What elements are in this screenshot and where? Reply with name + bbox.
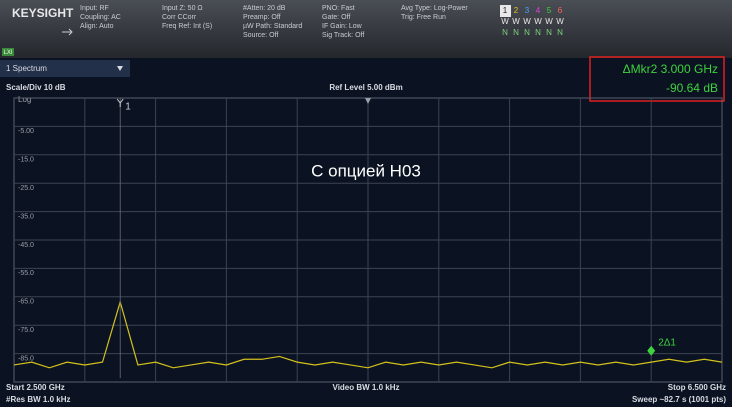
- trace-indicator: 4: [536, 6, 541, 15]
- header-setting: Gate: Off: [322, 14, 350, 21]
- y-tick-label: -85.0: [18, 355, 34, 362]
- ref-level: Ref Level 5.00 dBm: [329, 83, 402, 92]
- scale-div: Scale/Div 10 dB: [6, 83, 66, 92]
- trace-indicator: N: [546, 28, 552, 37]
- window-title: 1 Spectrum: [6, 64, 47, 73]
- y-tick-label: -55.0: [18, 270, 34, 277]
- header-setting: Sig Track: Off: [322, 32, 364, 39]
- header-setting: Preamp: Off: [243, 14, 281, 21]
- trace: [13, 299, 723, 369]
- marker-highlight-box: [589, 56, 725, 102]
- lxi-tag: [2, 48, 14, 56]
- trace-indicator: W: [501, 17, 509, 26]
- trace-indicator: W: [534, 17, 542, 26]
- trace-indicator: N: [502, 28, 508, 37]
- trace-indicator: N: [524, 28, 530, 37]
- header-bar: [0, 0, 732, 58]
- log-label: Log: [18, 95, 31, 104]
- trace-indicator: 6: [558, 6, 563, 15]
- trace-indicator: W: [556, 17, 564, 26]
- y-tick-label: -15.0: [18, 157, 34, 164]
- y-tick-label: -35.0: [18, 213, 34, 220]
- trace-indicator: 5: [547, 6, 552, 15]
- marker-diamond: [647, 345, 656, 356]
- marker-label: 2Δ1: [658, 337, 676, 348]
- trace-indicator: N: [535, 28, 541, 37]
- trace-indicator: 2: [514, 6, 519, 15]
- y-tick-label: -5.00: [18, 128, 34, 135]
- marker-label: 1: [125, 102, 131, 113]
- lxi-text: LXI: [3, 50, 12, 56]
- header-setting: #Atten: 20 dB: [243, 5, 286, 12]
- tab-dropdown: [117, 66, 123, 71]
- marker-delta-freq: ΔMkr2 3.000 GHz: [623, 62, 718, 76]
- sweep: Sweep ~82.7 s (1001 pts): [632, 395, 726, 404]
- header-setting: Input: RF: [80, 5, 109, 12]
- res-bw: #Res BW 1.0 kHz: [6, 395, 70, 404]
- y-tick-label: -75.0: [18, 327, 34, 334]
- active-trace-box: [500, 5, 511, 17]
- header-setting: PNO: Fast: [322, 5, 355, 12]
- header-setting: Corr CCorr: [162, 14, 197, 21]
- input-arrow: [62, 28, 73, 36]
- overlay-caption: С опцией H03: [311, 161, 421, 180]
- trace-indicator: N: [557, 28, 563, 37]
- header-setting: Freq Ref: Int (S): [162, 23, 212, 30]
- header-setting: Coupling: AC: [80, 14, 121, 21]
- trace-indicator: N: [513, 28, 519, 37]
- trace-indicator: 1: [503, 6, 508, 15]
- header-setting: IF Gain: Low: [322, 23, 363, 30]
- marker-symbol: [116, 98, 124, 107]
- window-tab: [0, 60, 130, 77]
- y-tick-label: -65.0: [18, 299, 34, 306]
- trace-indicator: W: [545, 17, 553, 26]
- start-freq: Start 2.500 GHz: [6, 383, 65, 392]
- header-setting: Align: Auto: [80, 23, 114, 30]
- brand: KEYSIGHT: [12, 6, 74, 20]
- trace-indicator: W: [512, 17, 520, 26]
- y-tick-label: -25.0: [18, 185, 34, 192]
- ref-indicator: [365, 98, 371, 104]
- header-setting: Trig: Free Run: [401, 14, 446, 21]
- marker-delta-level: -90.64 dB: [666, 81, 718, 95]
- stop-freq: Stop 6.500 GHz: [668, 383, 726, 392]
- header-setting: µW Path: Standard: [243, 23, 302, 30]
- trace-indicator: W: [523, 17, 531, 26]
- header-setting: Avg Type: Log-Power: [401, 5, 468, 12]
- header-setting: Source: Off: [243, 32, 278, 39]
- trace-indicator: 3: [525, 6, 530, 15]
- y-tick-label: -45.0: [18, 242, 34, 249]
- header-setting: Input Z: 50 Ω: [162, 5, 203, 12]
- video-bw: Video BW 1.0 kHz: [333, 383, 400, 392]
